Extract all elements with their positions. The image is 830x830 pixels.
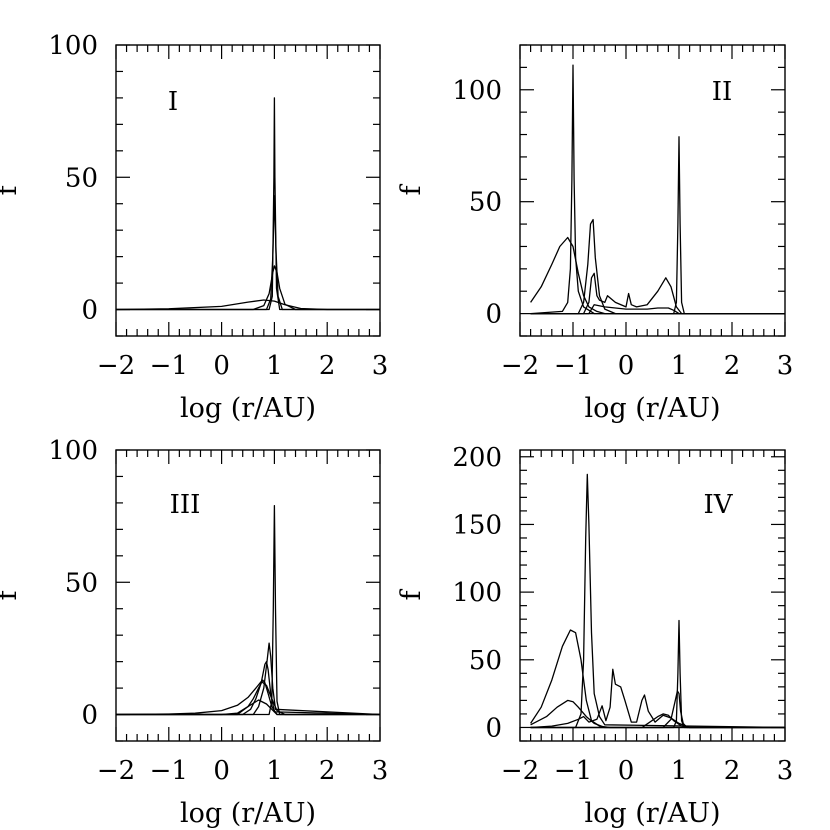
- series-line-curve-1: [116, 680, 380, 716]
- panel-I: −2 −1 0 1 2 3 0 50 100 log (r/AU) f I: [0, 31, 388, 424]
- series-line-curve-2: [116, 265, 380, 311]
- y-tick-label: 100: [452, 76, 502, 106]
- x-tick-label: 3: [372, 351, 389, 381]
- x-tick-label: 0: [618, 351, 635, 381]
- curves: [530, 473, 785, 729]
- x-tick-label: 1: [266, 756, 283, 786]
- y-tick-label: 0: [485, 300, 502, 330]
- y-axis-label: f: [396, 589, 427, 601]
- series-line-curve-3: [530, 218, 785, 315]
- curves: [530, 64, 785, 315]
- plot-frame: [115, 44, 381, 337]
- series-line-curve-4: [530, 668, 785, 729]
- x-tick-label: 3: [777, 351, 794, 381]
- panel-IV: −2 −1 0 1 2 3 0 50 100 150 200 log (r/AU) f IV: [396, 443, 793, 829]
- x-axis-label: log (r/AU): [180, 393, 316, 424]
- panel-label: II: [712, 77, 733, 107]
- plot-frame: [519, 44, 786, 337]
- x-tick-label: −2: [97, 756, 135, 786]
- y-tick-label: 50: [65, 163, 98, 193]
- x-axis-label: log (r/AU): [584, 798, 720, 829]
- y-tick-label: 50: [469, 188, 502, 218]
- x-tick-label: −1: [150, 756, 188, 786]
- x-tick-label: 1: [671, 756, 688, 786]
- y-axis-label: f: [396, 184, 427, 196]
- x-tick-label: 0: [213, 351, 230, 381]
- y-axis-label: f: [0, 589, 23, 601]
- series-line-curve-3: [116, 195, 380, 311]
- y-tick-label: 0: [485, 713, 502, 743]
- curves: [116, 97, 380, 311]
- x-tick-label: −1: [554, 351, 592, 381]
- y-tick-label: 0: [81, 296, 98, 326]
- plot-frame: [519, 449, 786, 742]
- panel-label: IV: [703, 490, 733, 520]
- series-line-curve-6: [530, 690, 785, 729]
- y-tick-label: 200: [452, 443, 502, 473]
- series-line-curve-3: [530, 473, 785, 729]
- x-tick-label: 1: [266, 351, 283, 381]
- series-line-curve-4: [116, 97, 380, 311]
- x-tick-label: −1: [150, 351, 188, 381]
- series-line-curve-2: [530, 699, 785, 729]
- curves: [116, 504, 380, 716]
- y-tick-label: 150: [452, 510, 502, 540]
- series-line-curve-1: [530, 236, 785, 315]
- x-tick-label: −2: [501, 351, 539, 381]
- x-tick-label: 0: [213, 756, 230, 786]
- x-tick-label: 2: [319, 351, 336, 381]
- x-tick-label: 2: [724, 756, 741, 786]
- y-tick-label: 50: [65, 568, 98, 598]
- series-line-curve-2: [530, 64, 785, 315]
- x-tick-label: 3: [372, 756, 389, 786]
- x-tick-label: −2: [501, 756, 539, 786]
- series-line-curve-6: [116, 504, 380, 716]
- x-tick-label: 2: [724, 351, 741, 381]
- series-line-curve-1: [116, 299, 380, 311]
- series-line-curve-5: [116, 699, 380, 716]
- y-tick-label: 50: [469, 646, 502, 676]
- x-tick-label: 3: [777, 756, 794, 786]
- panel-III: −2 −1 0 1 2 3 0 50 100 log (r/AU) f III: [0, 436, 388, 829]
- panel-II: −2 −1 0 1 2 3 0 50 100 log (r/AU) f II: [396, 44, 794, 424]
- series-line-curve-5: [530, 304, 785, 315]
- y-tick-label: 100: [452, 578, 502, 608]
- x-axis-label: log (r/AU): [584, 393, 720, 424]
- series-line-curve-4: [116, 642, 380, 716]
- series-line-curve-4: [530, 272, 785, 315]
- x-tick-label: 2: [319, 756, 336, 786]
- series-line-curve-7: [530, 619, 785, 729]
- panel-label: III: [170, 490, 201, 520]
- x-tick-label: −1: [554, 756, 592, 786]
- x-tick-label: −2: [97, 351, 135, 381]
- x-tick-label: 1: [671, 351, 688, 381]
- y-tick-label: 100: [48, 436, 98, 466]
- y-axis-label: f: [0, 184, 23, 196]
- plot-frame: [115, 449, 381, 742]
- y-tick-label: 0: [81, 701, 98, 731]
- series-line-curve-1: [530, 629, 785, 729]
- x-tick-label: 0: [618, 756, 635, 786]
- x-axis-label: log (r/AU): [180, 798, 316, 829]
- panel-label: I: [168, 87, 178, 117]
- series-line-curve-6: [530, 136, 785, 315]
- y-tick-label: 100: [48, 31, 98, 61]
